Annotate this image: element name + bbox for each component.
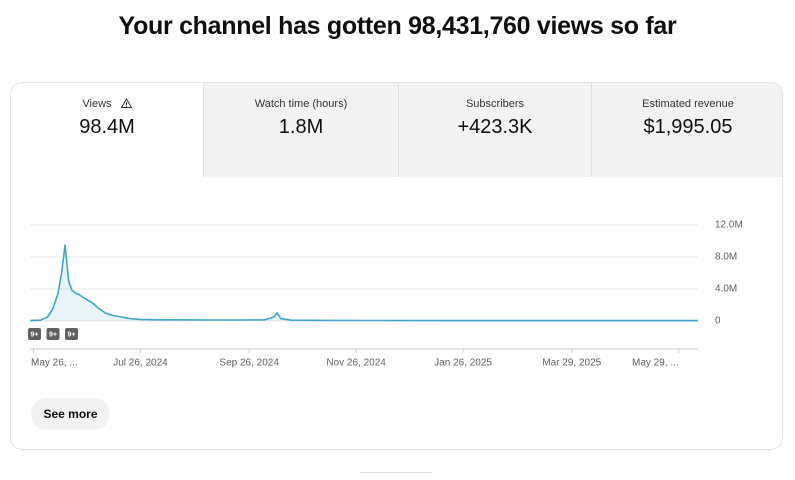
tab-value: 1.8M <box>278 116 324 138</box>
analytics-card: Views 98.4M Watch time (hours) 1.8M Subs… <box>10 82 783 450</box>
line <box>29 244 698 322</box>
marker-badge <box>46 328 60 340</box>
tab[interactable]: Views 98.4M <box>11 83 203 177</box>
tab-label-text: Views <box>82 98 112 110</box>
tab-label: Subscribers <box>465 98 525 110</box>
warning-icon <box>120 98 132 108</box>
x-tick-label: Mar 29, 2025 <box>542 358 601 369</box>
tab[interactable]: Watch time (hours) 1.8M <box>203 83 398 177</box>
divider <box>360 472 432 473</box>
tab-label: Watch time (hours) <box>254 98 348 110</box>
marker-badge <box>65 328 78 340</box>
x-tick-label: Jan 26, 2025 <box>434 358 492 369</box>
x-tick-label: May 26, ... <box>31 358 78 369</box>
marker-label: 9+ <box>49 331 57 338</box>
tab-value: 98.4M <box>79 116 135 138</box>
x-tick-label: Jul 26, 2024 <box>113 358 168 369</box>
marker-label: 9+ <box>68 331 76 338</box>
tab-label: Views <box>11 98 203 110</box>
marker-label: 9+ <box>31 331 39 338</box>
area <box>30 245 698 321</box>
tab-value: +423.3K <box>457 116 533 138</box>
tab-label: Estimated revenue <box>642 98 734 110</box>
y-tick-label: 4.0M <box>715 284 737 295</box>
marker-badge <box>28 328 41 340</box>
see-more-button[interactable]: See more <box>31 398 110 430</box>
tab-value: $1,995.05 <box>643 116 733 138</box>
tab[interactable]: Estimated revenue $1,995.05 <box>591 83 782 177</box>
tab[interactable]: Subscribers +423.3K <box>398 83 591 177</box>
y-tick-label: 8.0M <box>715 252 737 263</box>
x-tick-label: Nov 26, 2024 <box>326 358 386 369</box>
y-tick-label: 0 <box>715 316 721 327</box>
y-tick-label: 12.0M <box>715 220 743 231</box>
x-tick-label: May 29, ... <box>632 358 679 369</box>
x-tick-label: Sep 26, 2024 <box>219 358 279 369</box>
page-title: Your channel has gotten 98,431,760 views… <box>118 12 677 40</box>
